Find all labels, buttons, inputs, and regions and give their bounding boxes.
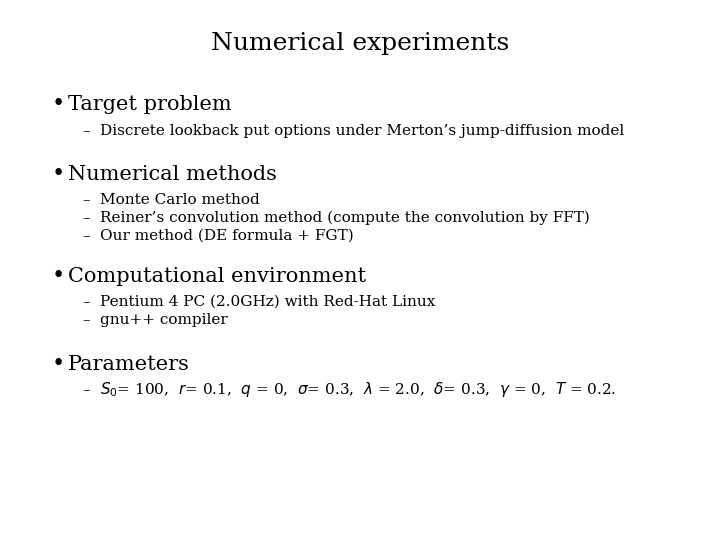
Text: –: – — [82, 124, 89, 138]
Text: •: • — [52, 353, 66, 375]
Text: Parameters: Parameters — [68, 355, 190, 374]
Text: •: • — [52, 265, 66, 287]
Text: –: – — [82, 193, 89, 207]
Text: –: – — [82, 383, 89, 397]
Text: Discrete lookback put options under Merton’s jump-diffusion model: Discrete lookback put options under Mert… — [100, 124, 624, 138]
Text: –: – — [82, 211, 89, 225]
Text: Computational environment: Computational environment — [68, 267, 366, 286]
Text: Target problem: Target problem — [68, 95, 232, 114]
Text: –: – — [82, 295, 89, 309]
Text: Pentium 4 PC (2.0GHz) with Red-Hat Linux: Pentium 4 PC (2.0GHz) with Red-Hat Linux — [100, 295, 436, 309]
Text: Our method (DE formula + FGT): Our method (DE formula + FGT) — [100, 229, 354, 243]
Text: Monte Carlo method: Monte Carlo method — [100, 193, 260, 207]
Text: Numerical methods: Numerical methods — [68, 165, 277, 184]
Text: Reiner’s convolution method (compute the convolution by FFT): Reiner’s convolution method (compute the… — [100, 211, 590, 225]
Text: •: • — [52, 93, 66, 115]
Text: –: – — [82, 229, 89, 243]
Text: gnu++ compiler: gnu++ compiler — [100, 313, 228, 327]
Text: Numerical experiments: Numerical experiments — [211, 32, 509, 55]
Text: •: • — [52, 163, 66, 185]
Text: –: – — [82, 313, 89, 327]
Text: $S_0$= 100,  $r$= 0.1,  $q$ = 0,  $\sigma$= 0.3,  $\lambda$ = 2.0,  $\delta$= 0.: $S_0$= 100, $r$= 0.1, $q$ = 0, $\sigma$=… — [100, 380, 616, 399]
